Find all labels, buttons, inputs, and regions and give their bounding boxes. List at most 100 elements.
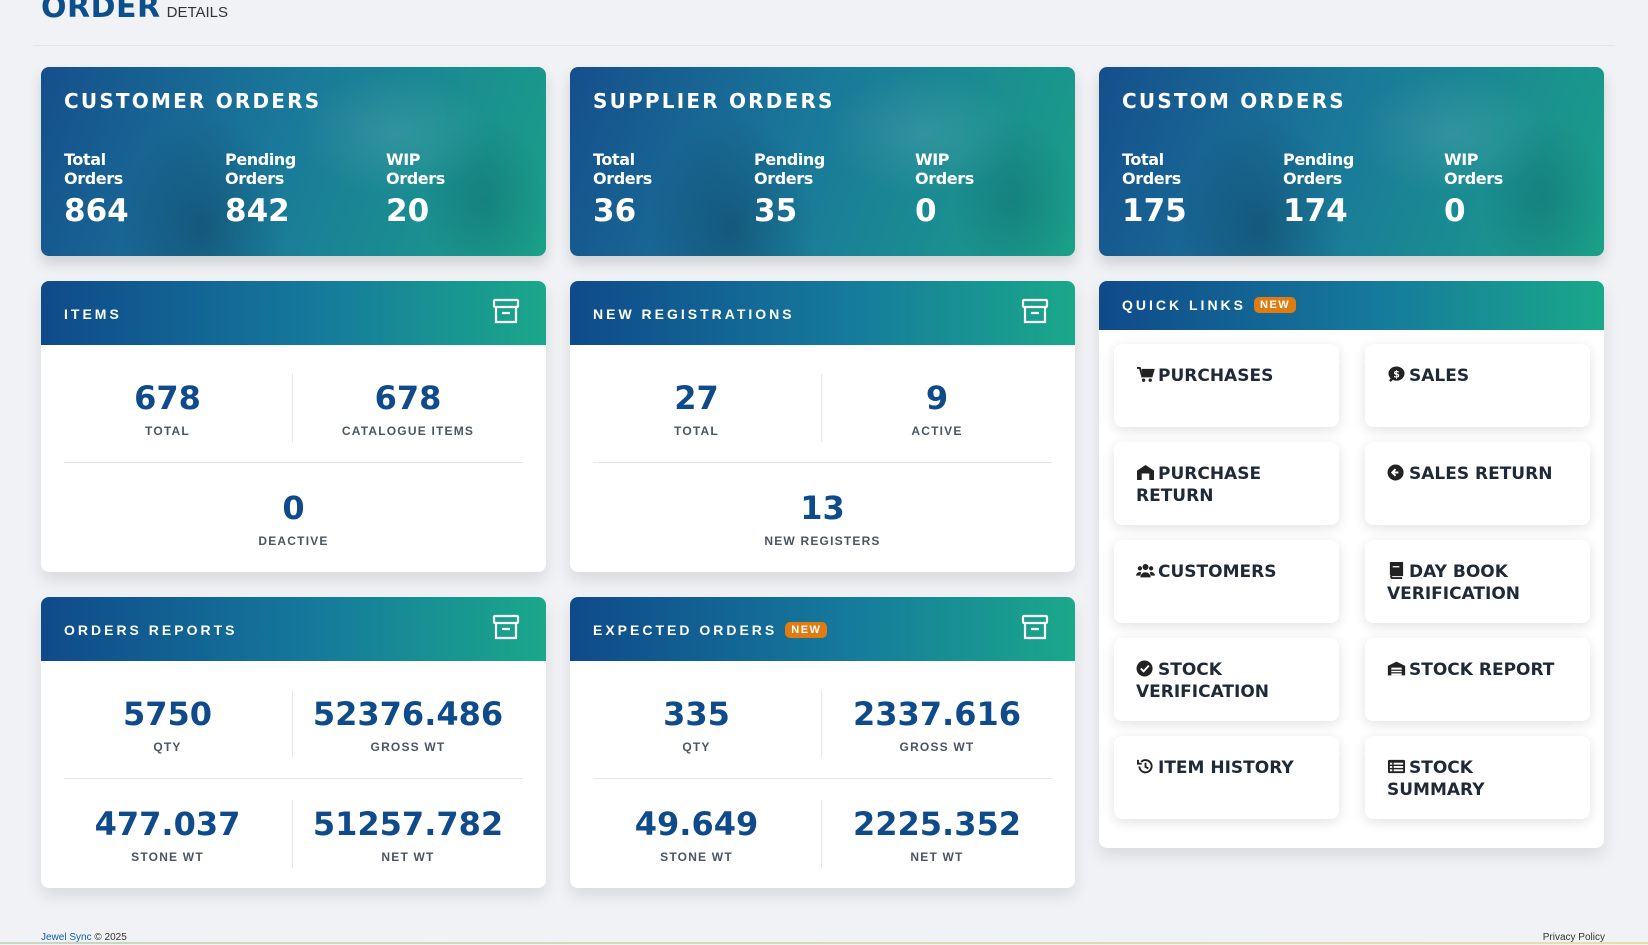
quick-link-stock-verification[interactable]: STOCK VERIFICATION bbox=[1114, 638, 1339, 721]
page-header: ORDER DETAILS bbox=[41, 0, 228, 25]
panel-header: QUICK LINKS NEW bbox=[1099, 281, 1604, 330]
metric-value: 36 bbox=[593, 193, 637, 229]
expected-stone-wt: 49.649 STONE WT bbox=[593, 805, 800, 864]
wip-orders-metric: WIP Orders 20 bbox=[386, 150, 536, 229]
panel-title-text: EXPECTED ORDERS bbox=[593, 622, 778, 638]
card-title: CUSTOM ORDERS bbox=[1122, 89, 1346, 113]
divider bbox=[821, 374, 822, 442]
divider bbox=[64, 462, 523, 463]
registrations-total: 27 TOTAL bbox=[593, 379, 800, 438]
stat-value: 2337.616 bbox=[852, 695, 1021, 733]
card-background-image bbox=[570, 67, 1075, 256]
stat-label: GROSS WT bbox=[370, 740, 446, 754]
total-orders-metric: Total Orders 175 bbox=[1122, 150, 1272, 229]
divider bbox=[292, 374, 293, 442]
footer-copyright: Jewel Sync © 2025 bbox=[41, 932, 127, 943]
quick-link-sales[interactable]: $ SALES bbox=[1365, 344, 1590, 427]
arrow-circle-left-icon bbox=[1387, 464, 1406, 481]
stat-label: NEW REGISTERS bbox=[764, 534, 881, 548]
header-divider bbox=[33, 45, 1615, 46]
metric-label: WIP Orders bbox=[915, 150, 974, 188]
panel-header: EXPECTED ORDERS NEW bbox=[570, 597, 1075, 661]
supplier-orders-card[interactable]: SUPPLIER ORDERS Total Orders 36 Pending … bbox=[570, 67, 1075, 256]
archive-icon[interactable] bbox=[492, 297, 520, 325]
warehouse-return-icon bbox=[1136, 464, 1155, 481]
registrations-active: 9 ACTIVE bbox=[822, 379, 1052, 438]
expected-net-wt: 2225.352 NET WT bbox=[822, 805, 1052, 864]
stat-value: 0 bbox=[282, 489, 305, 527]
panel-header: ORDERS REPORTS bbox=[41, 597, 546, 661]
panel-header: ITEMS bbox=[41, 281, 546, 345]
metric-label: Total Orders bbox=[593, 150, 652, 188]
new-registrations-panel: NEW REGISTRATIONS 27 TOTAL 9 ACTIVE 13 N… bbox=[570, 281, 1075, 572]
list-icon bbox=[1387, 758, 1406, 775]
quick-link-purchases[interactable]: PURCHASES bbox=[1114, 344, 1339, 427]
total-orders-metric: Total Orders 864 bbox=[64, 150, 214, 229]
quick-link-stock-summary[interactable]: STOCK SUMMARY bbox=[1365, 736, 1590, 819]
metric-label: Pending Orders bbox=[1283, 150, 1354, 188]
privacy-policy-link[interactable]: Privacy Policy bbox=[1542, 932, 1605, 943]
quick-link-label: SALES RETURN bbox=[1409, 464, 1553, 484]
card-title: CUSTOMER ORDERS bbox=[64, 89, 322, 113]
users-icon bbox=[1136, 562, 1155, 579]
quick-link-label: CUSTOMERS bbox=[1158, 562, 1277, 582]
report-stone-wt: 477.037 STONE WT bbox=[64, 805, 271, 864]
panel-title: ORDERS REPORTS bbox=[64, 622, 237, 638]
panel-title: QUICK LINKS NEW bbox=[1122, 297, 1297, 313]
stat-value: 335 bbox=[663, 695, 730, 733]
metric-value: 0 bbox=[915, 193, 937, 229]
customer-orders-card[interactable]: CUSTOMER ORDERS Total Orders 864 Pending… bbox=[41, 67, 546, 256]
quick-link-sales-return[interactable]: SALES RETURN bbox=[1365, 442, 1590, 525]
panel-header: NEW REGISTRATIONS bbox=[570, 281, 1075, 345]
divider bbox=[821, 690, 822, 758]
pending-orders-metric: Pending Orders 35 bbox=[754, 150, 904, 229]
quick-link-customers[interactable]: CUSTOMERS bbox=[1114, 540, 1339, 623]
custom-orders-card[interactable]: CUSTOM ORDERS Total Orders 175 Pending O… bbox=[1099, 67, 1604, 256]
stat-label: NET WT bbox=[910, 850, 964, 864]
svg-text:$: $ bbox=[1393, 369, 1400, 380]
archive-icon[interactable] bbox=[1021, 297, 1049, 325]
divider bbox=[292, 690, 293, 758]
panel-title: EXPECTED ORDERS NEW bbox=[593, 622, 828, 638]
stat-label: CATALOGUE ITEMS bbox=[341, 424, 475, 438]
stat-value: 477.037 bbox=[94, 805, 241, 843]
new-badge: NEW bbox=[1254, 297, 1297, 313]
wip-orders-metric: WIP Orders 0 bbox=[915, 150, 1065, 229]
report-gross-wt: 52376.486 GROSS WT bbox=[293, 695, 523, 754]
metric-value: 842 bbox=[225, 193, 290, 229]
stat-value: 2225.352 bbox=[852, 805, 1021, 843]
archive-icon[interactable] bbox=[1021, 613, 1049, 641]
metric-label: WIP Orders bbox=[386, 150, 445, 188]
book-icon bbox=[1387, 562, 1406, 579]
report-net-wt: 51257.782 NET WT bbox=[293, 805, 523, 864]
stat-value: 52376.486 bbox=[312, 695, 504, 733]
card-title: SUPPLIER ORDERS bbox=[593, 89, 835, 113]
footer-brand-link[interactable]: Jewel Sync bbox=[41, 932, 92, 943]
orders-reports-panel: ORDERS REPORTS 5750 QTY 52376.486 GROSS … bbox=[41, 597, 546, 888]
quick-link-purchase-return[interactable]: PURCHASE RETURN bbox=[1114, 442, 1339, 525]
quick-link-label: PURCHASE RETURN bbox=[1136, 464, 1262, 506]
quick-link-label: STOCK VERIFICATION bbox=[1136, 660, 1270, 702]
cart-icon bbox=[1136, 366, 1155, 383]
footer-copyright-text: © 2025 bbox=[94, 932, 127, 943]
quick-link-day-book-verification[interactable]: DAY BOOK VERIFICATION bbox=[1365, 540, 1590, 623]
metric-value: 175 bbox=[1122, 193, 1187, 229]
metric-label: Total Orders bbox=[64, 150, 123, 188]
stat-label: STONE WT bbox=[660, 850, 733, 864]
archive-icon[interactable] bbox=[492, 613, 520, 641]
pending-orders-metric: Pending Orders 842 bbox=[225, 150, 375, 229]
wip-orders-metric: WIP Orders 0 bbox=[1444, 150, 1594, 229]
items-total: 678 TOTAL bbox=[64, 379, 271, 438]
quick-link-item-history[interactable]: ITEM HISTORY bbox=[1114, 736, 1339, 819]
quick-links-panel: QUICK LINKS NEW PURCHASES $ SALES PURCHA… bbox=[1099, 281, 1604, 848]
metric-label: Total Orders bbox=[1122, 150, 1181, 188]
stat-label: NET WT bbox=[381, 850, 435, 864]
quick-link-stock-report[interactable]: STOCK REPORT bbox=[1365, 638, 1590, 721]
metric-label: WIP Orders bbox=[1444, 150, 1503, 188]
pending-orders-metric: Pending Orders 174 bbox=[1283, 150, 1433, 229]
stat-label: TOTAL bbox=[145, 424, 190, 438]
warehouse-icon bbox=[1387, 660, 1406, 677]
registrations-new: 13 NEW REGISTERS bbox=[593, 489, 1052, 548]
quick-link-label: SALES bbox=[1409, 366, 1470, 386]
history-icon bbox=[1136, 758, 1155, 775]
